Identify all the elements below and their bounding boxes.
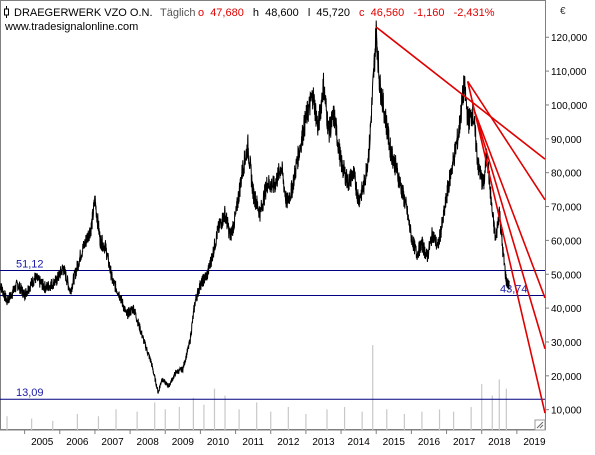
high-label: h — [253, 7, 259, 19]
price-line — [0, 20, 510, 394]
volume-bar — [438, 409, 441, 430]
x-tick-label: 2005 — [31, 437, 54, 448]
volume-bar — [52, 420, 54, 430]
x-tick-label: 2018 — [488, 437, 511, 448]
volume-bar — [421, 411, 423, 430]
y-tick-label: 80,000 — [551, 169, 582, 180]
y-tick-label: 60,000 — [551, 236, 582, 247]
volume-bar — [213, 388, 216, 430]
volume-bar — [403, 413, 405, 430]
volume-bar — [270, 411, 272, 430]
resize-grip-icon[interactable] — [534, 419, 546, 431]
trendline — [375, 26, 546, 160]
volume-bar — [256, 402, 258, 430]
volume-bar — [97, 416, 100, 430]
interval-label: Täglich — [160, 7, 195, 19]
volume-bar — [470, 407, 472, 430]
volume-bar — [498, 379, 500, 430]
volume-bar — [203, 404, 205, 430]
volume-bar — [136, 411, 138, 430]
volume-bar — [326, 409, 328, 430]
change-percent: -2,431% — [454, 7, 495, 19]
low-value: 45,720 — [316, 7, 350, 19]
volume-bar — [386, 409, 388, 430]
volume-bar — [76, 413, 78, 430]
volume-bar — [343, 407, 346, 430]
horizontal-lines: 51,12 43,74 13,09 — [0, 258, 545, 400]
volume-bar — [491, 395, 493, 430]
open-label: o — [198, 7, 204, 19]
ohlc-readout: o 47,680 h 48,600 l 45,720 c 46,560 -1,1… — [198, 7, 495, 19]
change-value: -1,160 — [413, 7, 444, 19]
volume-bar — [154, 402, 156, 430]
currency-label: € — [560, 6, 566, 17]
close-value: 46,560 — [371, 7, 405, 19]
horizontal-line-label: 51,12 — [16, 258, 44, 270]
x-axis: 2005 2006 2007 2008 2009 2010 2011 2012 2013 2014… — [24, 430, 546, 448]
horizontal-line-label: 13,09 — [16, 387, 44, 399]
volume-bar — [192, 397, 194, 430]
x-tick-label: 2013 — [312, 437, 335, 448]
x-tick-label: 2011 — [242, 437, 264, 448]
website-label: www.tradesignalonline.com — [4, 21, 138, 33]
y-tick-label: 120,000 — [551, 33, 588, 44]
x-tick-label: 2019 — [523, 437, 546, 448]
volume-bar — [305, 413, 307, 430]
y-tick-label: 50,000 — [551, 270, 582, 281]
price-series — [0, 20, 510, 394]
y-tick-label: 30,000 — [551, 338, 582, 349]
y-tick-label: 20,000 — [551, 372, 582, 383]
volume-bar — [481, 384, 483, 430]
trendline — [473, 111, 546, 299]
trendlines — [375, 26, 546, 414]
y-tick-label: 100,000 — [551, 101, 588, 112]
horizontal-line-label: 43,74 — [500, 283, 528, 295]
volume-bars — [6, 345, 507, 430]
volume-bar — [224, 395, 226, 430]
x-tick-label: 2010 — [207, 437, 230, 448]
volume-bar — [238, 409, 240, 430]
low-label: l — [308, 7, 310, 19]
x-tick-label: 2014 — [348, 437, 371, 448]
volume-bar — [372, 345, 374, 430]
y-tick-label: 10,000 — [551, 406, 582, 417]
volume-bar — [6, 416, 8, 430]
x-tick-label: 2016 — [418, 437, 441, 448]
candlestick-icon — [4, 6, 9, 18]
trendline — [466, 80, 546, 201]
instrument-title: DRAEGERWERK VZO O.N. — [14, 7, 153, 19]
y-tick-label: 110,000 — [551, 67, 587, 78]
open-value: 47,680 — [210, 7, 244, 19]
x-tick-label: 2012 — [277, 437, 300, 448]
plot-frame — [0, 0, 546, 430]
y-tick-label: 90,000 — [551, 135, 582, 146]
x-tick-label: 2007 — [101, 437, 124, 448]
x-tick-label: 2017 — [453, 437, 476, 448]
volume-bar — [164, 409, 166, 430]
volume-bar — [452, 411, 455, 430]
volume-bar — [361, 411, 363, 430]
x-tick-label: 2008 — [137, 437, 160, 448]
x-tick-label: 2015 — [383, 437, 406, 448]
chart-header: DRAEGERWERK VZO O.N. Täglich o 47,680 h … — [4, 6, 495, 33]
high-value: 48,600 — [265, 7, 299, 19]
trendline — [466, 81, 546, 414]
x-tick-label: 2006 — [66, 437, 89, 448]
y-axis: 10,000 20,000 30,000 40,000 50,000 60,000 70,0… — [545, 33, 588, 417]
y-tick-label: 40,000 — [551, 304, 582, 315]
trendline — [473, 111, 546, 349]
volume-bar — [31, 418, 33, 430]
volume-bar — [505, 388, 507, 430]
y-tick-label: 70,000 — [551, 203, 582, 214]
volume-bar — [115, 409, 117, 430]
volume-bar — [287, 407, 289, 430]
x-tick-label: 2009 — [172, 437, 195, 448]
close-label: c — [359, 7, 365, 19]
volume-bar — [178, 407, 180, 430]
